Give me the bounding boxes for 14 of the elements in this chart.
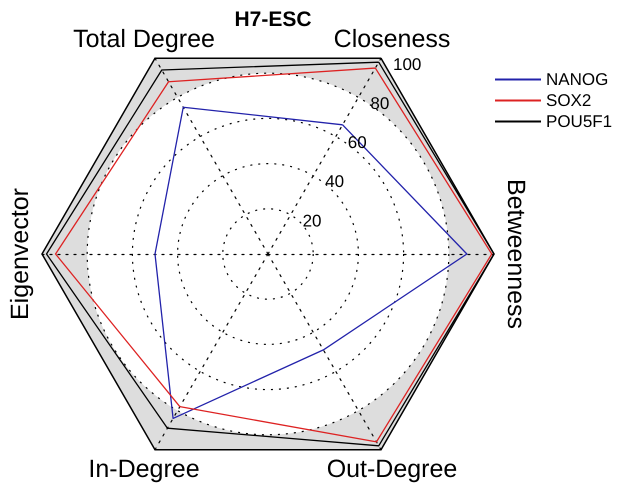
legend-label: NANOG: [546, 70, 608, 89]
spoke-label: Betweenness: [502, 178, 530, 330]
spoke-label: Total Degree: [73, 25, 215, 54]
chart-title: H7-ESC: [234, 8, 312, 31]
y-tick-label: 20: [302, 211, 322, 230]
legend-label: POU5F1: [546, 112, 612, 131]
spoke-label: Out-Degree: [326, 454, 458, 483]
spoke-label: Closeness: [334, 25, 450, 54]
y-tick-label: 80: [370, 94, 390, 113]
y-tick-label: 40: [325, 172, 344, 192]
spoke-label: Eigenvector: [6, 188, 34, 320]
y-tick-label: 100: [393, 54, 422, 74]
legend-label: SOX2: [546, 91, 592, 110]
spoke-label: In-Degree: [88, 454, 200, 483]
